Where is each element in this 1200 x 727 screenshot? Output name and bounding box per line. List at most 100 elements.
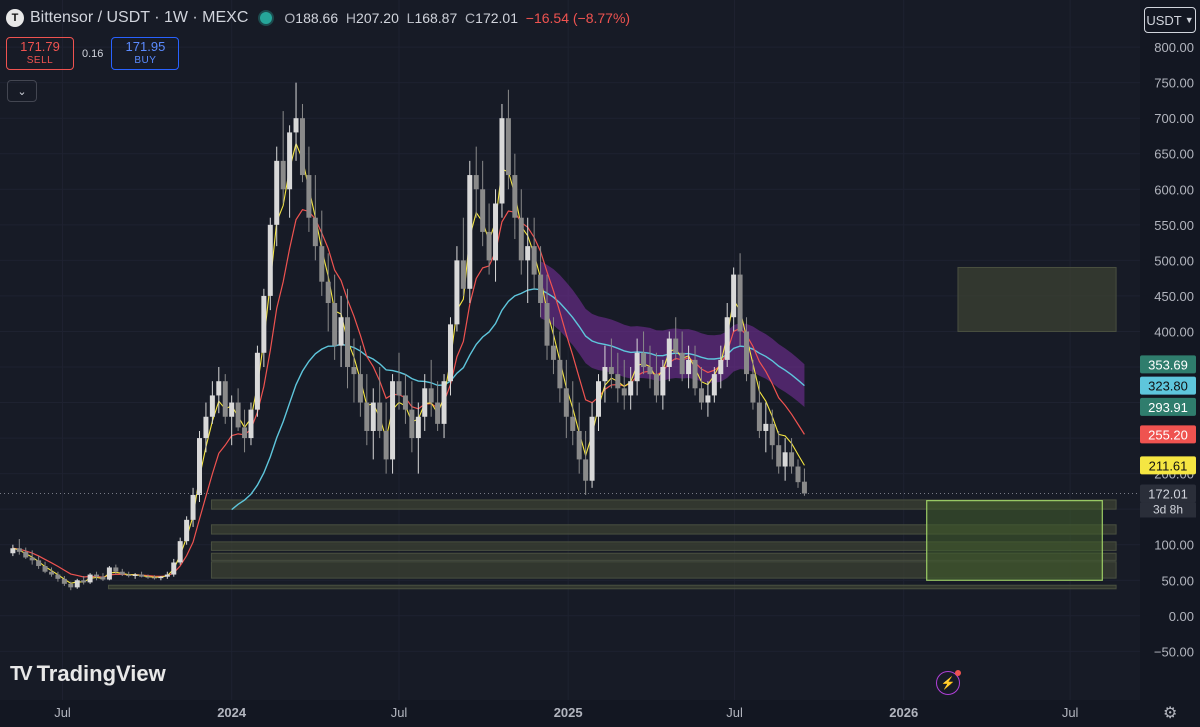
support-zone: [210, 499, 1117, 510]
candle-body: [756, 402, 762, 431]
sell-button[interactable]: 171.79 SELL: [6, 37, 74, 70]
price-label: 353.69: [1148, 357, 1188, 372]
candle-body: [653, 374, 659, 396]
candle-body: [705, 395, 711, 403]
x-tick-label: Jul: [726, 705, 743, 720]
y-tick-label: 600.00: [1154, 182, 1194, 197]
x-tick-label: 2025: [554, 705, 583, 720]
candle-body: [229, 402, 235, 417]
volatility-band: [540, 261, 805, 407]
candle-body: [608, 366, 614, 375]
price-label: 293.91: [1148, 400, 1188, 415]
x-tick-label: Jul: [1062, 705, 1079, 720]
candle-body: [36, 560, 42, 567]
y-tick-label: −50.00: [1154, 644, 1194, 659]
candle-body: [254, 352, 260, 410]
chart-legend: T Bittensor / USDT · 1W · MEXC O188.66 H…: [6, 9, 630, 27]
candle-body: [42, 566, 48, 572]
tradingview-logo[interactable]: TV TradingView: [10, 661, 166, 686]
candle-body: [679, 352, 685, 375]
candle-body: [222, 381, 228, 417]
candle-body: [280, 160, 286, 190]
change-value: −16.54 (−8.77%): [525, 10, 631, 26]
ema-slow-line: [231, 288, 805, 511]
candle-body: [795, 466, 801, 483]
candle-body: [74, 580, 80, 588]
gear-icon[interactable]: ⚙: [1163, 705, 1178, 722]
candle-body: [441, 381, 447, 424]
candle-body: [544, 303, 550, 346]
candle-body: [164, 574, 170, 577]
candle-body: [525, 246, 531, 261]
y-tick-label: 400.00: [1154, 324, 1194, 339]
collapse-legend-button[interactable]: ⌄: [7, 80, 37, 102]
candle-body: [454, 260, 460, 325]
candle-body: [29, 557, 35, 561]
candle-body: [673, 338, 679, 353]
y-tick-label: 700.00: [1154, 111, 1194, 126]
lightning-alert-icon[interactable]: ⚡: [936, 670, 961, 695]
candle-body: [242, 427, 248, 439]
candle-body: [23, 551, 29, 558]
candle-body: [563, 388, 569, 417]
candle-body: [383, 430, 389, 460]
price-label: 172.01: [1148, 487, 1188, 502]
buy-button[interactable]: 171.95 BUY: [111, 37, 180, 70]
price-label: 211.61: [1149, 458, 1188, 473]
candle-body: [61, 578, 67, 584]
price-label: 323.80: [1148, 379, 1188, 394]
candle-body: [267, 224, 273, 296]
x-tick-label: 2026: [889, 705, 918, 720]
candle-body: [596, 381, 601, 417]
symbol-title[interactable]: Bittensor / USDT · 1W · MEXC: [30, 9, 249, 26]
candle-body: [409, 409, 415, 439]
candle-body: [776, 445, 782, 467]
y-tick-label: 800.00: [1154, 40, 1194, 55]
candle-body: [641, 352, 647, 367]
candle-body: [158, 576, 164, 579]
candle-body: [512, 175, 518, 218]
close-value: 172.01: [475, 10, 518, 26]
price-label-bg: [1140, 397, 1196, 416]
candle-body: [724, 317, 730, 360]
candle-body: [293, 118, 299, 133]
y-tick-label: 100.00: [1154, 538, 1194, 553]
candle-body: [422, 388, 428, 417]
countdown-label: 3d 8h: [1153, 503, 1183, 517]
candle-body: [351, 366, 357, 375]
y-tick-label: 550.00: [1154, 218, 1194, 233]
currency-select[interactable]: USDT ▼: [1144, 7, 1196, 33]
chevron-down-icon: ▼: [1184, 15, 1194, 25]
candle-body: [711, 374, 717, 396]
x-tick-label: 2024: [217, 705, 247, 720]
candle-body: [357, 374, 363, 403]
price-label-bg: [1140, 484, 1196, 503]
candle-body: [570, 416, 576, 431]
candle-body: [750, 374, 756, 403]
candle-body: [184, 519, 190, 542]
candle-body: [647, 366, 653, 375]
candle-body: [145, 576, 151, 578]
candle-body: [151, 577, 157, 579]
y-tick-label: 450.00: [1154, 289, 1194, 304]
candle-body: [583, 459, 589, 481]
open-value: 188.66: [295, 10, 339, 26]
candle-body: [190, 494, 196, 520]
candle-body: [473, 175, 479, 190]
candle-body: [68, 583, 74, 588]
candle-body: [287, 132, 293, 190]
support-zone: [957, 266, 1117, 332]
candle-body: [306, 175, 312, 218]
chevron-down-icon: ⌄: [17, 85, 27, 98]
tradingview-mark-icon: TV: [10, 662, 32, 685]
candle-body: [666, 338, 672, 367]
candle-body: [435, 402, 441, 424]
candle-body: [299, 118, 305, 176]
candle-body: [576, 430, 582, 460]
candle-body: [737, 274, 743, 332]
price-label-bg: [1140, 355, 1196, 374]
candle-body: [769, 423, 775, 446]
candle-body: [531, 246, 537, 275]
market-status-icon[interactable]: [260, 12, 273, 24]
